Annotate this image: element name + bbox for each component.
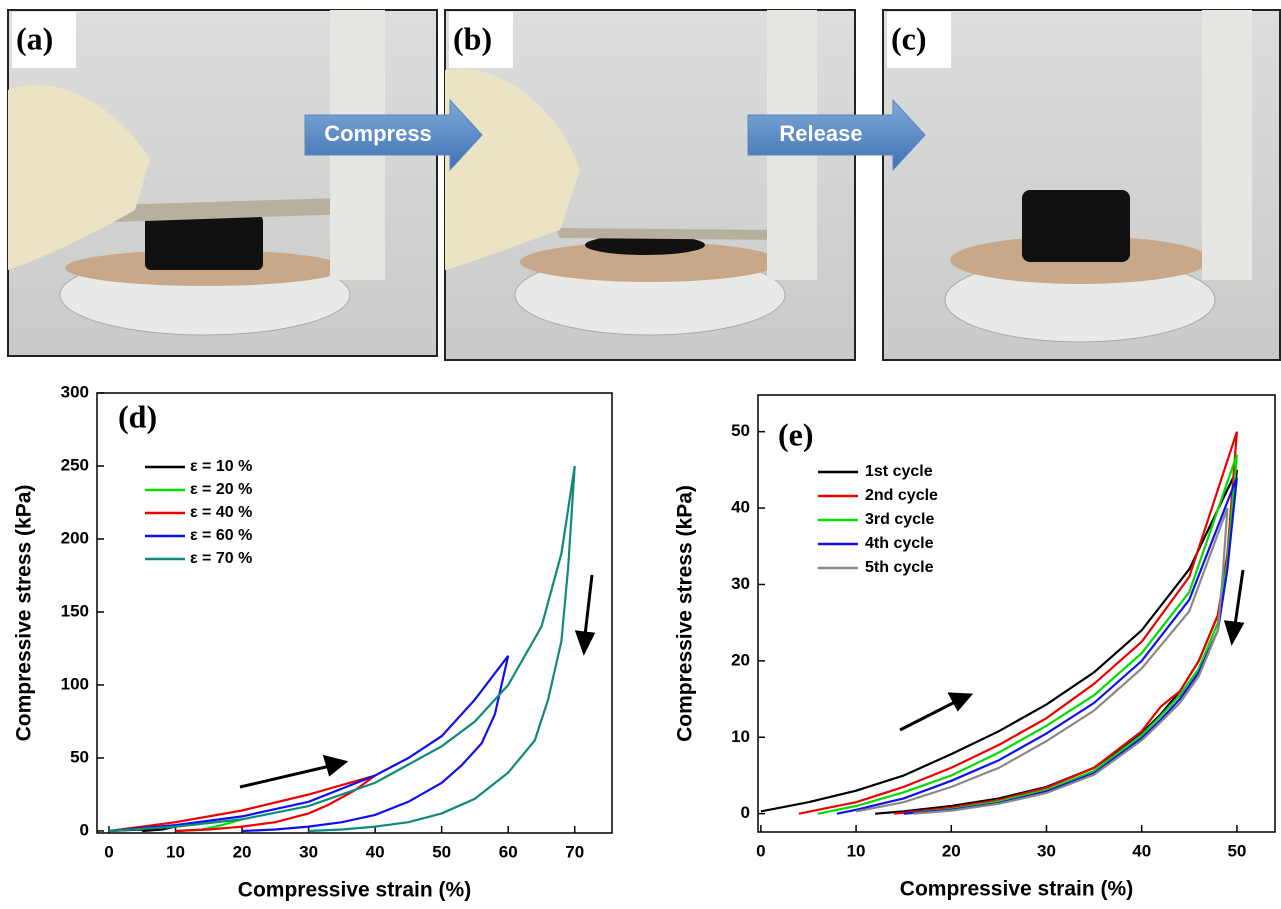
label-bg (12, 12, 76, 68)
x-tick-label: 20 (233, 842, 252, 861)
x-tick-label: 70 (565, 842, 584, 861)
label-bg (887, 12, 951, 68)
data-line (108, 774, 376, 833)
x-axis-title: Compressive strain (%) (900, 878, 1133, 901)
x-tick-label: 10 (166, 842, 185, 861)
data-line (855, 507, 1229, 815)
x-tick-label: 40 (1132, 841, 1151, 860)
x-tick-label: 40 (366, 842, 385, 861)
x-tick-label: 50 (432, 842, 451, 861)
y-tick-label: 10 (731, 727, 750, 746)
plot-frame (96, 392, 613, 834)
y-tick-label: 50 (70, 747, 89, 766)
y-tick-label: 150 (61, 601, 89, 620)
x-tick-label: 30 (299, 842, 318, 861)
data-line (108, 655, 510, 833)
label-bg (449, 12, 513, 68)
y-tick-label: 20 (731, 650, 750, 669)
photo-a (7, 9, 438, 357)
x-tick-label: 20 (942, 841, 961, 860)
data-line (836, 477, 1238, 815)
process-arrow (304, 98, 483, 172)
x-tick-label: 50 (1227, 841, 1246, 860)
photo-b (444, 9, 856, 361)
y-tick-label: 200 (61, 528, 89, 547)
legend-label: ε = 10 % (190, 458, 252, 475)
x-tick-label: 30 (1037, 841, 1056, 860)
legend-label: 1st cycle (865, 463, 933, 480)
process-arrow (747, 98, 926, 172)
x-axis-title: Compressive strain (%) (238, 879, 471, 902)
data-line (108, 465, 576, 833)
legend-label: ε = 20 % (190, 481, 252, 498)
y-axis-title: Compressive stress (kPa) (674, 485, 697, 742)
y-tick-label: 250 (61, 455, 89, 474)
photo-label: (a) (16, 20, 53, 56)
x-tick-label: 60 (499, 842, 518, 861)
plot-frame (757, 394, 1276, 833)
y-tick-label: 50 (731, 421, 750, 440)
arrow-label: Release (779, 121, 862, 146)
arrow-label: Compress (324, 121, 432, 146)
panel-label: (d) (118, 398, 157, 434)
data-line (760, 469, 1238, 815)
legend-label: ε = 70 % (190, 550, 252, 567)
y-tick-label: 40 (731, 498, 750, 517)
x-tick-label: 0 (756, 841, 765, 860)
photo-label: (c) (891, 20, 927, 56)
y-tick-label: 300 (61, 382, 89, 401)
y-tick-label: 0 (741, 803, 750, 822)
y-tick-label: 100 (61, 674, 89, 693)
data-line (817, 454, 1238, 815)
direction-arrows (239, 569, 1245, 789)
legend-label: ε = 40 % (190, 504, 252, 521)
legend-label: 3rd cycle (865, 511, 934, 528)
legend-label: 4th cycle (865, 535, 934, 552)
photo-label: (b) (453, 20, 492, 56)
y-tick-label: 30 (731, 574, 750, 593)
y-axis-title: Compressive stress (kPa) (13, 485, 36, 742)
photo-c (882, 9, 1281, 361)
x-tick-label: 10 (847, 841, 866, 860)
y-tick-label: 0 (80, 820, 89, 839)
legend-label: ε = 60 % (190, 527, 252, 544)
x-tick-label: 0 (104, 842, 113, 861)
panel-label: (e) (778, 416, 814, 452)
legend-label: 5th cycle (865, 559, 934, 576)
legend-label: 2nd cycle (865, 487, 938, 504)
